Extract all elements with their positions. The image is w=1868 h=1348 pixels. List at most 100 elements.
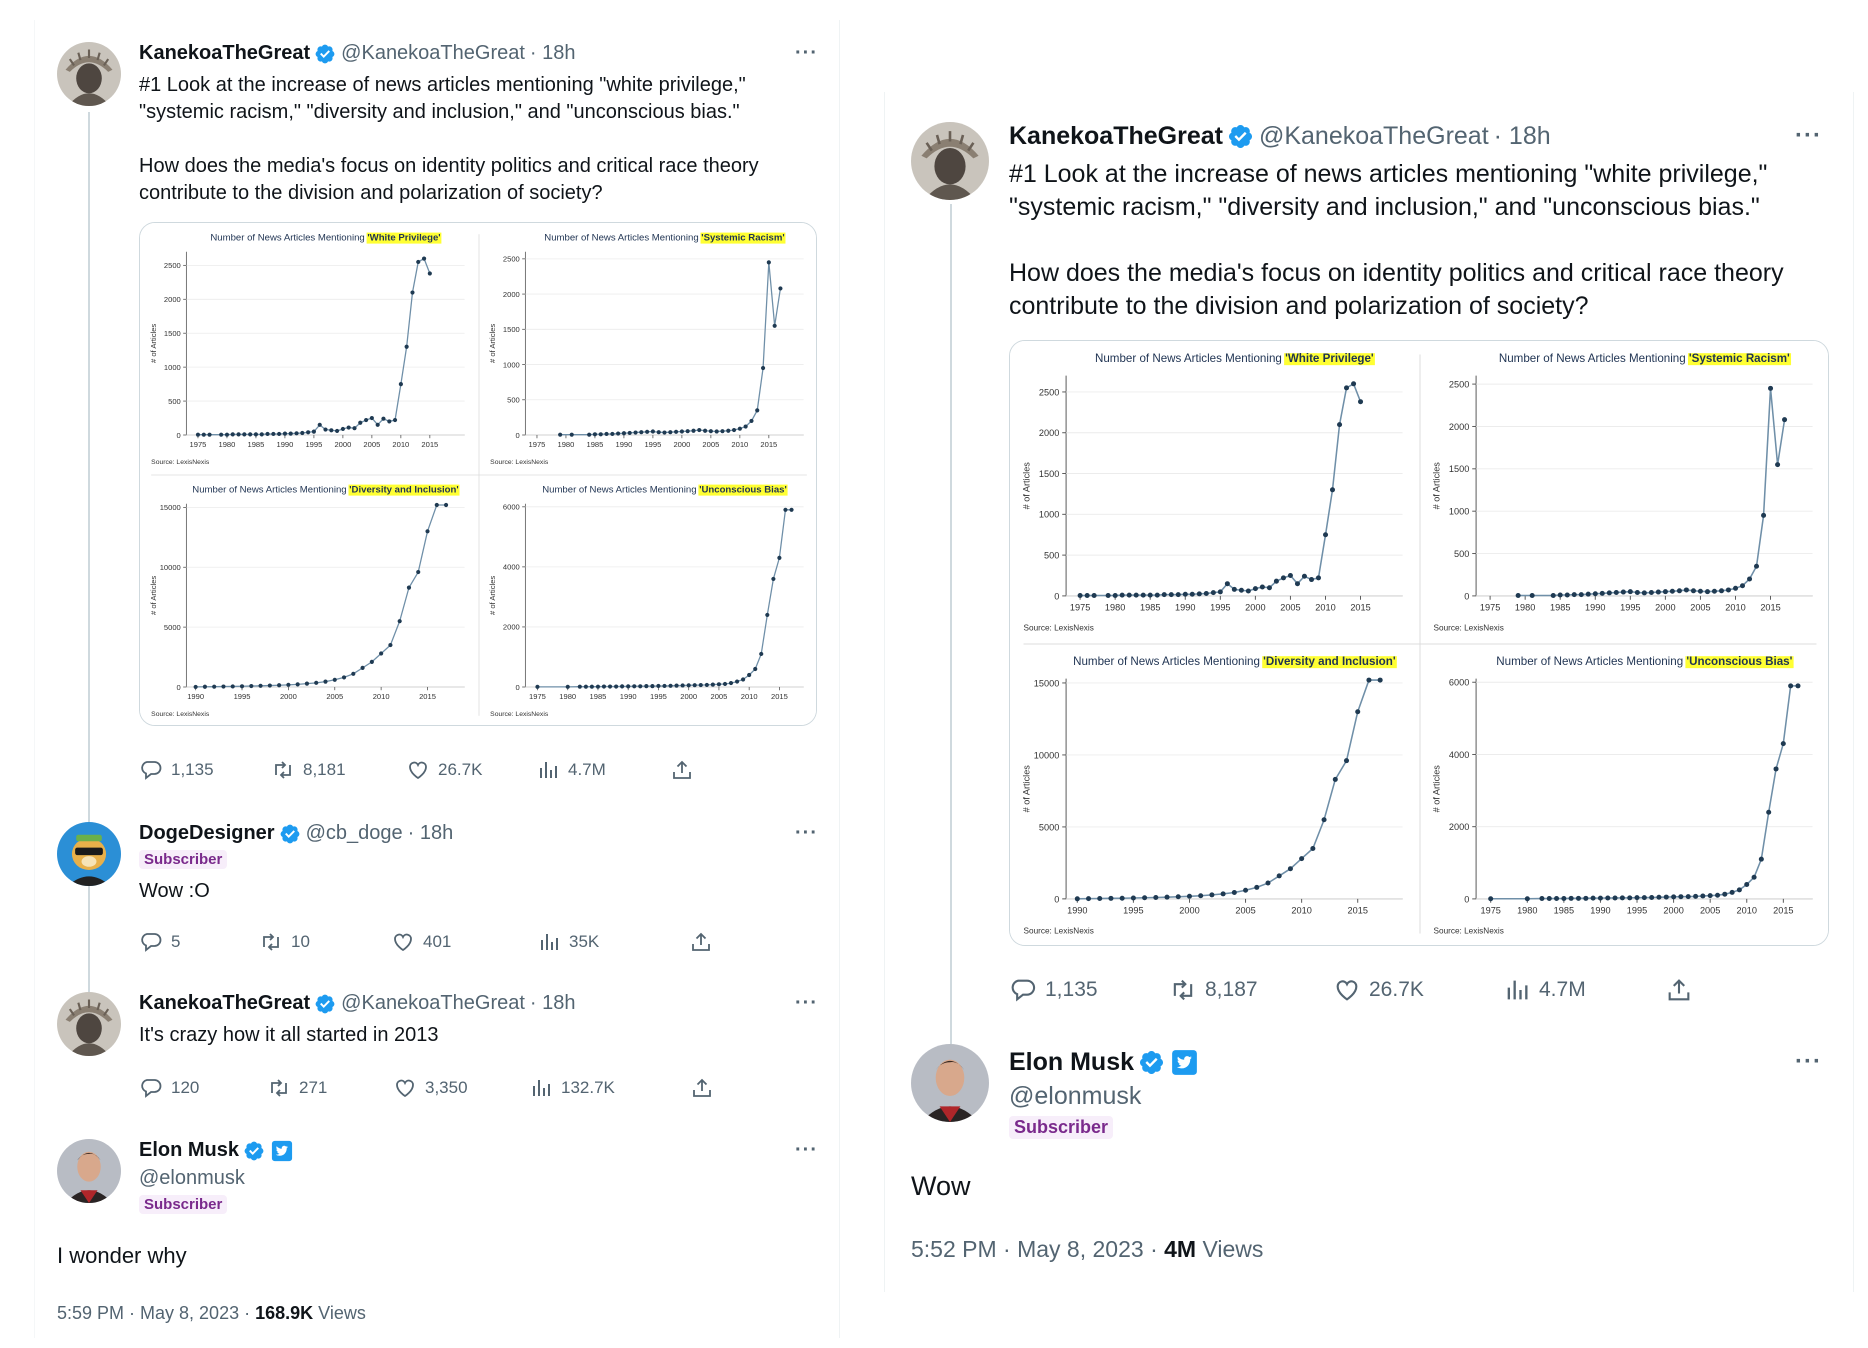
views-label: Views [313, 1303, 366, 1323]
tweet-elonmusk-main[interactable]: Elon Musk ··· @elonmusk Subscriber I won… [35, 1117, 839, 1338]
chart-title: Number of News Articles Mentioning 'Whit… [1095, 353, 1374, 365]
data-point [1168, 592, 1174, 598]
like-button[interactable]: 3,350 [393, 1076, 529, 1100]
display-name[interactable]: Elon Musk [139, 1139, 240, 1161]
more-icon[interactable]: ··· [795, 822, 818, 844]
tweet-header: KanekoaTheGreat @KanekoaTheGreat · 18h [1009, 122, 1551, 151]
data-point [674, 683, 679, 688]
chart-panel-2: Number of News Articles Mentioning 'Syst… [1431, 353, 1813, 633]
chart-title: Number of News Articles Mentioning 'Unco… [1496, 656, 1792, 668]
share-button[interactable] [689, 930, 713, 954]
views-button[interactable]: 4.7M [536, 758, 670, 782]
avatar[interactable] [911, 1044, 989, 1122]
tweet-kanekoa-2[interactable]: KanekoaTheGreat @KanekoaTheGreat · 18h ·… [35, 970, 839, 1117]
views-button[interactable]: 4.7M [1503, 976, 1665, 1004]
timestamp[interactable]: 5:59 PM · May 8, 2023 · [57, 1303, 256, 1323]
tweet-header: DogeDesigner @cb_doge · 18h [139, 822, 453, 845]
tweet-timestamp[interactable]: 5:59 PM · May 8, 2023 · 168.9K Views [57, 1303, 366, 1324]
reply-button[interactable]: 1,135 [1009, 976, 1169, 1004]
data-point [277, 683, 282, 688]
more-icon[interactable]: ··· [795, 42, 818, 64]
data-point [1739, 583, 1746, 589]
avatar[interactable] [911, 122, 989, 200]
repost-button[interactable]: 10 [259, 930, 391, 954]
chart-image-grid[interactable]: Number of News Articles Mentioning 'Whit… [139, 222, 817, 726]
tweet-elonmusk-main[interactable]: Elon Musk ··· @elonmusk Subscriber Wow 5… [885, 1022, 1853, 1292]
timestamp[interactable]: 5:52 PM · May 8, 2023 · [911, 1236, 1165, 1262]
repost-button[interactable]: 8,187 [1169, 976, 1333, 1004]
data-point [304, 681, 310, 686]
handle[interactable]: @KanekoaTheGreat [341, 992, 525, 1014]
post-time[interactable]: · 18h [1493, 122, 1551, 150]
handle[interactable]: @elonmusk [139, 1167, 245, 1189]
like-button[interactable]: 401 [391, 930, 537, 954]
y-tick-label: 1500 [164, 329, 181, 338]
y-axis-label: # of Articles [1431, 765, 1441, 813]
more-icon[interactable]: ··· [1795, 1048, 1822, 1075]
like-button[interactable]: 26.7K [406, 758, 536, 782]
post-time[interactable]: · 18h [529, 992, 576, 1014]
tweet-timestamp[interactable]: 5:52 PM · May 8, 2023 · 4M Views [911, 1236, 1263, 1263]
data-point [743, 424, 748, 429]
share-button[interactable] [670, 758, 694, 782]
display-name[interactable]: Elon Musk [1009, 1048, 1135, 1076]
x-tick-label: 1975 [190, 440, 207, 449]
tweet-kanekoa-1[interactable]: KanekoaTheGreat @KanekoaTheGreat · 18h ·… [885, 92, 1853, 1022]
share-button[interactable] [1665, 976, 1693, 1004]
avatar[interactable] [57, 822, 121, 886]
data-point [595, 684, 601, 689]
chart-title-prefix: Number of News Articles Mentioning [1496, 656, 1686, 668]
more-icon[interactable]: ··· [795, 992, 818, 1014]
data-point [1583, 895, 1589, 901]
reply-button[interactable]: 1,135 [139, 758, 271, 782]
twitter-affiliate-icon [271, 1140, 293, 1162]
repost-button[interactable]: 8,181 [271, 758, 406, 782]
display-name[interactable]: DogeDesigner [139, 822, 275, 844]
more-icon[interactable]: ··· [1795, 122, 1822, 149]
y-tick-label: 2000 [1039, 428, 1059, 438]
avatar[interactable] [57, 992, 121, 1056]
display-name[interactable]: KanekoaTheGreat [139, 992, 311, 1014]
chart-title: Number of News Articles Mentioning 'Syst… [544, 233, 784, 244]
data-point [1203, 590, 1209, 597]
display-name[interactable]: KanekoaTheGreat [1009, 122, 1223, 150]
avatar[interactable] [57, 1139, 121, 1203]
tweet-kanekoa-1[interactable]: KanekoaTheGreat @KanekoaTheGreat · 18h ·… [35, 20, 839, 800]
repost-button[interactable]: 271 [267, 1076, 393, 1100]
data-point [1634, 590, 1640, 596]
repost-count: 271 [299, 1078, 328, 1097]
data-point [714, 429, 719, 434]
chart-title-highlight: 'Systemic Racism' [1689, 353, 1790, 365]
chart-title-prefix: Number of News Articles Mentioning [1095, 353, 1285, 365]
data-point [410, 290, 415, 295]
data-point [1231, 889, 1237, 895]
reply-button[interactable]: 120 [139, 1076, 267, 1100]
chart-title: Number of News Articles Mentioning 'Syst… [1499, 353, 1790, 365]
y-tick-label: 0 [516, 683, 520, 692]
reply-count: 5 [171, 932, 181, 951]
handle[interactable]: @KanekoaTheGreat [341, 42, 525, 64]
like-count: 3,350 [425, 1078, 468, 1097]
reply-button[interactable]: 5 [139, 930, 259, 954]
x-tick-label: 2000 [1655, 602, 1675, 612]
data-point [1077, 593, 1083, 599]
more-icon[interactable]: ··· [795, 1139, 818, 1161]
handle[interactable]: @cb_doge [305, 822, 403, 844]
handle[interactable]: @KanekoaTheGreat [1258, 122, 1489, 150]
like-button[interactable]: 26.7K [1333, 976, 1503, 1004]
post-time[interactable]: · 18h [529, 42, 576, 64]
views-button[interactable]: 132.7K [529, 1076, 690, 1100]
post-time[interactable]: · 18h [407, 822, 454, 844]
data-point [207, 432, 212, 437]
data-point [1273, 578, 1279, 584]
chart-image-grid[interactable]: Number of News Articles Mentioning 'Whit… [1009, 340, 1829, 946]
handle[interactable]: @elonmusk [1009, 1082, 1142, 1110]
views-button[interactable]: 35K [537, 930, 689, 954]
avatar[interactable] [57, 42, 121, 106]
display-name[interactable]: KanekoaTheGreat [139, 42, 311, 64]
data-point [749, 418, 754, 423]
tweet-dogedesigner[interactable]: DogeDesigner @cb_doge · 18h ··· Subscrib… [35, 800, 839, 970]
like-count: 26.7K [438, 760, 483, 779]
data-point [1310, 846, 1316, 852]
share-button[interactable] [690, 1076, 714, 1100]
